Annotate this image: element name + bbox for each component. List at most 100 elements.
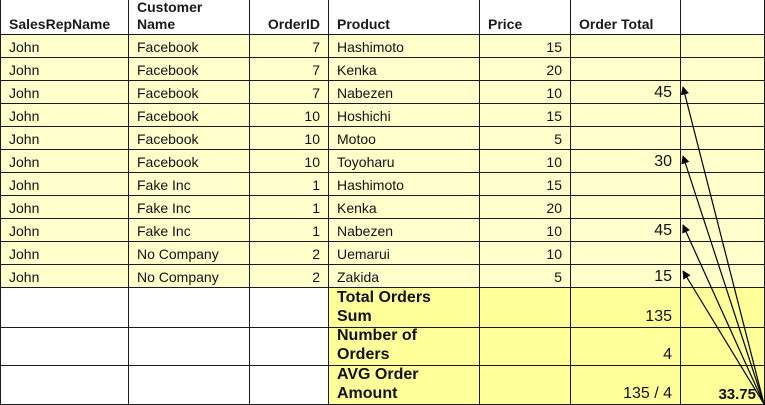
summary-1-result[interactable] bbox=[681, 288, 765, 328]
row-3-product[interactable]: Nabezen bbox=[329, 81, 480, 104]
row-1-order-id[interactable]: 7 bbox=[250, 35, 329, 58]
summary-1-label[interactable]: Total Orders Sum bbox=[329, 288, 480, 328]
summary-2-label[interactable]: Number of Orders bbox=[329, 328, 480, 366]
summary-1-price[interactable] bbox=[480, 288, 571, 328]
row-3-order-id[interactable]: 7 bbox=[250, 81, 329, 104]
summary-3-sales-rep[interactable] bbox=[0, 366, 129, 405]
row-3-order-total[interactable]: 45 bbox=[571, 81, 681, 104]
row-3-customer[interactable]: Facebook bbox=[129, 81, 250, 104]
row-3-price[interactable]: 10 bbox=[480, 81, 571, 104]
row-4-price[interactable]: 15 bbox=[480, 104, 571, 127]
row-10-extra[interactable] bbox=[681, 242, 765, 265]
row-10-order-id[interactable]: 2 bbox=[250, 242, 329, 265]
row-8-extra[interactable] bbox=[681, 196, 765, 219]
row-2-extra[interactable] bbox=[681, 58, 765, 81]
row-6-order-total[interactable]: 30 bbox=[571, 150, 681, 173]
row-11-product[interactable]: Zakida bbox=[329, 265, 480, 288]
summary-3-label[interactable]: AVG Order Amount bbox=[329, 366, 480, 405]
row-10-sales-rep[interactable]: John bbox=[0, 242, 129, 265]
row-7-customer[interactable]: Fake Inc bbox=[129, 173, 250, 196]
row-9-product[interactable]: Nabezen bbox=[329, 219, 480, 242]
row-8-product[interactable]: Kenka bbox=[329, 196, 480, 219]
row-1-product[interactable]: Hashimoto bbox=[329, 35, 480, 58]
row-7-order-total[interactable] bbox=[571, 173, 681, 196]
row-10-order-total[interactable] bbox=[571, 242, 681, 265]
summary-2-sales-rep[interactable] bbox=[0, 328, 129, 366]
summary-1-customer[interactable] bbox=[129, 288, 250, 328]
row-7-extra[interactable] bbox=[681, 173, 765, 196]
row-10-product[interactable]: Uemarui bbox=[329, 242, 480, 265]
row-1-sales-rep[interactable]: John bbox=[0, 35, 129, 58]
header-sales-rep[interactable]: SalesRepName bbox=[0, 0, 129, 35]
summary-3-price[interactable] bbox=[480, 366, 571, 405]
row-11-price[interactable]: 5 bbox=[480, 265, 571, 288]
summary-2-price[interactable] bbox=[480, 328, 571, 366]
row-10-customer[interactable]: No Company bbox=[129, 242, 250, 265]
row-4-customer[interactable]: Facebook bbox=[129, 104, 250, 127]
row-7-order-id[interactable]: 1 bbox=[250, 173, 329, 196]
row-7-price[interactable]: 15 bbox=[480, 173, 571, 196]
summary-2-customer[interactable] bbox=[129, 328, 250, 366]
row-5-customer[interactable]: Facebook bbox=[129, 127, 250, 150]
row-5-product[interactable]: Motoo bbox=[329, 127, 480, 150]
row-5-price[interactable]: 5 bbox=[480, 127, 571, 150]
row-2-price[interactable]: 20 bbox=[480, 58, 571, 81]
row-4-product[interactable]: Hoshichi bbox=[329, 104, 480, 127]
row-7-sales-rep[interactable]: John bbox=[0, 173, 129, 196]
row-1-price[interactable]: 15 bbox=[480, 35, 571, 58]
row-2-order-id[interactable]: 7 bbox=[250, 58, 329, 81]
row-8-sales-rep[interactable]: John bbox=[0, 196, 129, 219]
row-4-order-id[interactable]: 10 bbox=[250, 104, 329, 127]
row-9-order-id[interactable]: 1 bbox=[250, 219, 329, 242]
row-8-order-id[interactable]: 1 bbox=[250, 196, 329, 219]
row-11-extra[interactable] bbox=[681, 265, 765, 288]
row-9-extra[interactable] bbox=[681, 219, 765, 242]
row-1-order-total[interactable] bbox=[571, 35, 681, 58]
row-11-customer[interactable]: No Company bbox=[129, 265, 250, 288]
row-1-customer[interactable]: Facebook bbox=[129, 35, 250, 58]
row-5-extra[interactable] bbox=[681, 127, 765, 150]
row-4-order-total[interactable] bbox=[571, 104, 681, 127]
summary-3-value[interactable]: 135 / 4 bbox=[571, 366, 681, 405]
row-8-order-total[interactable] bbox=[571, 196, 681, 219]
summary-2-order-id[interactable] bbox=[250, 328, 329, 366]
summary-1-value[interactable]: 135 bbox=[571, 288, 681, 328]
row-6-customer[interactable]: Facebook bbox=[129, 150, 250, 173]
row-5-order-id[interactable]: 10 bbox=[250, 127, 329, 150]
row-4-extra[interactable] bbox=[681, 104, 765, 127]
row-7-product[interactable]: Hashimoto bbox=[329, 173, 480, 196]
row-2-sales-rep[interactable]: John bbox=[0, 58, 129, 81]
row-2-customer[interactable]: Facebook bbox=[129, 58, 250, 81]
row-6-order-id[interactable]: 10 bbox=[250, 150, 329, 173]
row-6-sales-rep[interactable]: John bbox=[0, 150, 129, 173]
summary-3-order-id[interactable] bbox=[250, 366, 329, 405]
header-customer[interactable]: Customer Name bbox=[129, 0, 250, 35]
summary-2-result[interactable] bbox=[681, 328, 765, 366]
row-9-price[interactable]: 10 bbox=[480, 219, 571, 242]
row-3-sales-rep[interactable]: John bbox=[0, 81, 129, 104]
row-6-extra[interactable] bbox=[681, 150, 765, 173]
row-8-price[interactable]: 20 bbox=[480, 196, 571, 219]
header-product[interactable]: Product bbox=[329, 0, 480, 35]
row-2-order-total[interactable] bbox=[571, 58, 681, 81]
summary-3-result[interactable]: 33.75 bbox=[681, 366, 765, 405]
header-price[interactable]: Price bbox=[480, 0, 571, 35]
summary-1-sales-rep[interactable] bbox=[0, 288, 129, 328]
row-8-customer[interactable]: Fake Inc bbox=[129, 196, 250, 219]
row-1-extra[interactable] bbox=[681, 35, 765, 58]
row-6-price[interactable]: 10 bbox=[480, 150, 571, 173]
row-6-product[interactable]: Toyoharu bbox=[329, 150, 480, 173]
row-5-order-total[interactable] bbox=[571, 127, 681, 150]
row-11-order-id[interactable]: 2 bbox=[250, 265, 329, 288]
row-9-customer[interactable]: Fake Inc bbox=[129, 219, 250, 242]
row-2-product[interactable]: Kenka bbox=[329, 58, 480, 81]
row-4-sales-rep[interactable]: John bbox=[0, 104, 129, 127]
summary-3-customer[interactable] bbox=[129, 366, 250, 405]
row-10-price[interactable]: 10 bbox=[480, 242, 571, 265]
row-9-order-total[interactable]: 45 bbox=[571, 219, 681, 242]
row-3-extra[interactable] bbox=[681, 81, 765, 104]
row-11-sales-rep[interactable]: John bbox=[0, 265, 129, 288]
header-extra[interactable] bbox=[681, 0, 765, 35]
header-order-id[interactable]: OrderID bbox=[250, 0, 329, 35]
summary-2-value[interactable]: 4 bbox=[571, 328, 681, 366]
